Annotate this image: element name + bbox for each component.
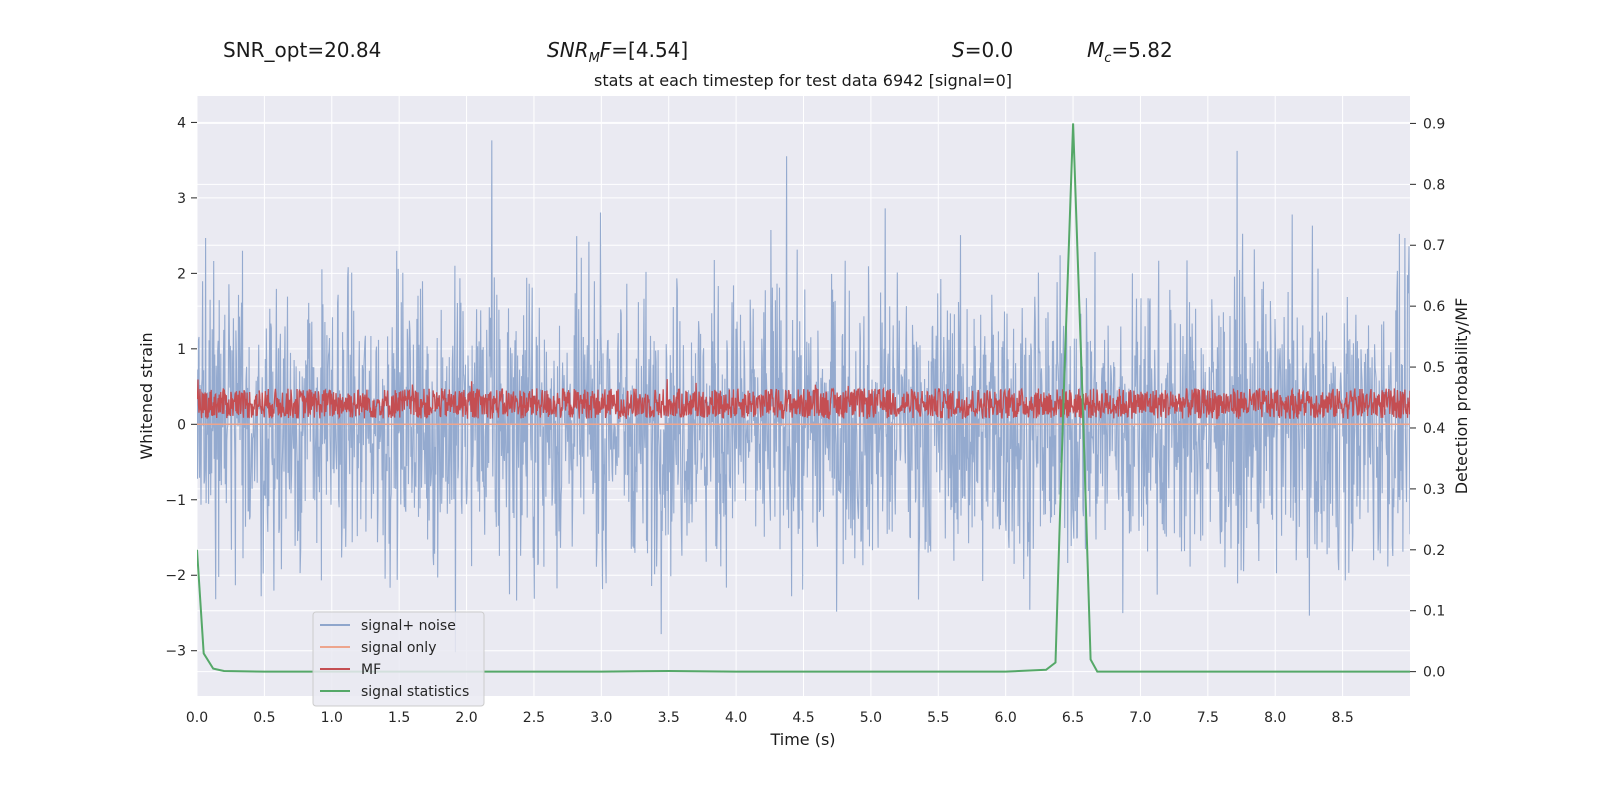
y2-tick-label: 0.6 bbox=[1423, 299, 1445, 315]
series-mf-line bbox=[197, 379, 1410, 421]
y-tick-label: −3 bbox=[165, 644, 186, 660]
x-tick-label: 0.5 bbox=[253, 710, 275, 726]
snr-mf-var: SNR bbox=[547, 38, 589, 62]
y2-tick-label: 0.5 bbox=[1423, 360, 1445, 376]
mc-sub: c bbox=[1104, 51, 1112, 66]
snr-opt-label: SNR_opt=20.84 bbox=[223, 38, 382, 62]
x-tick-label: 5.0 bbox=[860, 710, 882, 726]
mc-label: Mc=5.82 bbox=[1087, 38, 1173, 66]
x-tick-label: 4.5 bbox=[792, 710, 814, 726]
y-tick-label: 0 bbox=[177, 417, 186, 433]
y2-tick-label: 0.8 bbox=[1423, 177, 1445, 193]
x-tick-label: 4.0 bbox=[725, 710, 747, 726]
mc-value: =5.82 bbox=[1111, 38, 1173, 62]
x-tick-label: 1.0 bbox=[321, 710, 343, 726]
snr-mf-label: SNRMF=[4.54] bbox=[547, 38, 688, 66]
y2-tick-label: 0.7 bbox=[1423, 238, 1445, 254]
series-signal-noise-line bbox=[197, 140, 1410, 653]
y-tick-label: −1 bbox=[165, 493, 186, 509]
s-value: =0.0 bbox=[964, 38, 1014, 62]
y-tick-label: −2 bbox=[165, 568, 186, 584]
chart-title: stats at each timestep for test data 694… bbox=[594, 71, 1012, 90]
x-tick-label: 3.5 bbox=[658, 710, 680, 726]
x-tick-label: 8.0 bbox=[1264, 710, 1286, 726]
snr-mf-var2: F bbox=[599, 38, 612, 62]
mc-var: M bbox=[1087, 38, 1105, 62]
y2-tick-label: 0.4 bbox=[1423, 421, 1445, 437]
x-tick-label: 2.5 bbox=[523, 710, 545, 726]
x-tick-label: 8.5 bbox=[1331, 710, 1353, 726]
x-tick-label: 3.0 bbox=[590, 710, 612, 726]
x-ticks: 0.0 0.5 1.0 1.5 2.0 2.5 3.0 3.5 4.0 4.5 5.0 5.5 6.0 6… bbox=[186, 710, 1354, 726]
x-tick-label: 7.0 bbox=[1129, 710, 1151, 726]
y-axis-label: Whitened strain bbox=[137, 332, 156, 459]
x-tick-label: 1.5 bbox=[388, 710, 410, 726]
x-tick-label: 5.5 bbox=[927, 710, 949, 726]
legend-box bbox=[312, 611, 485, 707]
legend: signal+ noise signal only MF signal stat… bbox=[312, 611, 485, 707]
s-var: S bbox=[952, 38, 965, 62]
snr-mf-value: =[4.54] bbox=[611, 38, 689, 62]
legend-label-mf: MF bbox=[361, 662, 381, 678]
y2-tick-label: 0.0 bbox=[1423, 665, 1445, 681]
legend-label-signal-only: signal only bbox=[361, 640, 436, 656]
x-tick-label: 2.0 bbox=[455, 710, 477, 726]
y2-tick-label: 0.2 bbox=[1423, 543, 1445, 559]
legend-label-signal-noise: signal+ noise bbox=[361, 618, 456, 634]
x-tick-label: 7.5 bbox=[1197, 710, 1219, 726]
snr-mf-sub: M bbox=[588, 51, 600, 66]
y2-tick-label: 0.9 bbox=[1423, 116, 1445, 132]
x-tick-label: 6.0 bbox=[995, 710, 1017, 726]
s-label: S=0.0 bbox=[952, 38, 1013, 62]
series-signal-statistics-line bbox=[197, 123, 1410, 673]
y-ticks: −3 −2 −1 0 1 2 3 4 bbox=[165, 115, 197, 660]
y2-tick-label: 0.3 bbox=[1423, 482, 1445, 498]
y-tick-label: 2 bbox=[177, 266, 186, 282]
y-tick-label: 4 bbox=[177, 115, 186, 131]
y2-ticks: 0.0 0.1 0.2 0.3 0.4 0.5 0.6 0.7 0.8 0.9 bbox=[1410, 116, 1445, 681]
y2-tick-label: 0.1 bbox=[1423, 604, 1445, 620]
legend-label-signal-statistics: signal statistics bbox=[361, 684, 469, 700]
y-tick-label: 1 bbox=[177, 342, 186, 358]
y2-axis-label: Detection probability/MF bbox=[1452, 298, 1471, 495]
x-tick-label: 0.0 bbox=[186, 710, 208, 726]
x-tick-label: 6.5 bbox=[1062, 710, 1084, 726]
x-axis-label: Time (s) bbox=[769, 730, 835, 749]
y-tick-label: 3 bbox=[177, 191, 186, 207]
